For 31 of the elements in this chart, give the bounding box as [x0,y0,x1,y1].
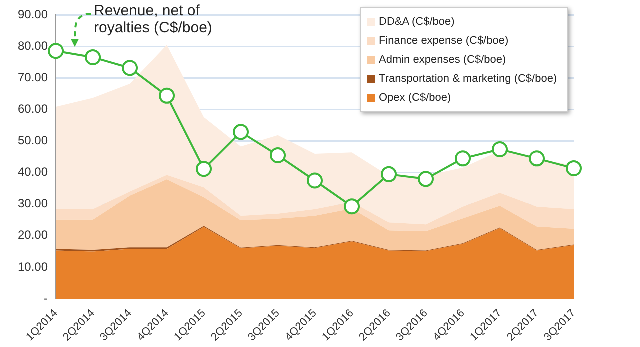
point [159,88,176,104]
y-tick-label: 80.00 [18,39,48,54]
point [381,166,398,182]
point [48,43,64,60]
y-tick-label: 50.00 [18,134,48,148]
point [418,171,434,188]
point [196,161,212,178]
point [233,124,250,140]
point [529,150,545,167]
legend-label: Admin expenses (C$/boe) [379,54,506,66]
point [270,148,286,164]
point [566,160,582,176]
legend-label: DD&A (C$/boe) [379,16,455,28]
legend-label: Opex (C$/boe) [379,92,452,104]
legend-label: Revenue, net of royalties (C$/boe) [94,2,212,37]
point [344,198,360,215]
point [122,60,138,76]
y-tick-label: 10.00 [18,260,48,274]
y-tick-label: 40.00 [18,165,48,180]
legend-label: Finance expense (C$/boe) [379,34,509,47]
point [85,49,102,66]
y-tick-label: 70.00 [18,70,48,85]
y-tick-label: 90.00 [18,8,48,22]
point [455,150,472,167]
point [492,142,508,158]
y-tick-label: - [44,291,48,306]
y-tick-label: 30.00 [18,196,48,211]
legend-label: Transportation & marketing (C$/boe) [379,72,558,85]
y-tick-label: 20.00 [18,228,48,242]
y-tick-label: 60.00 [18,102,48,116]
point [307,172,324,189]
